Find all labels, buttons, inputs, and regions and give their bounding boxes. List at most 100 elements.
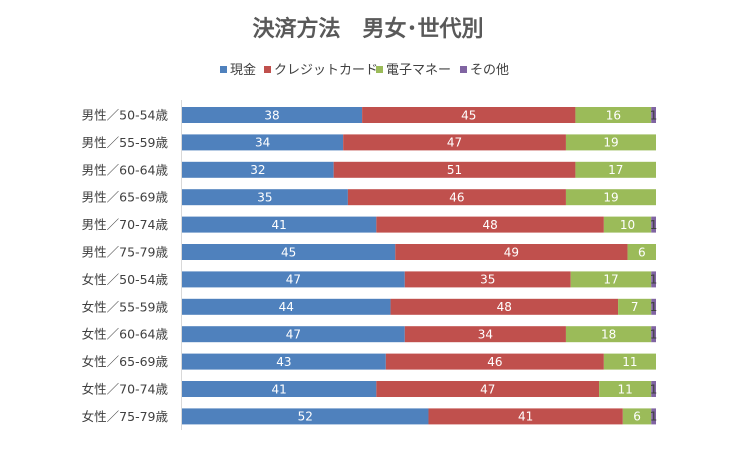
bar-segment [343, 134, 566, 151]
bar-segment [376, 216, 604, 233]
bar-segment [182, 189, 348, 206]
data-label: 35 [257, 191, 272, 205]
bar-row: 47 35 17 1 [182, 271, 658, 288]
data-label: 18 [601, 328, 616, 342]
bar-segment [651, 216, 656, 233]
bar-segment [565, 326, 652, 343]
category-label: 女性／60-64歳 [82, 327, 169, 342]
bar-segment [182, 381, 377, 397]
bar-segment [182, 298, 391, 315]
data-label: 48 [482, 218, 497, 232]
data-label: 34 [255, 136, 270, 150]
bar-segment [651, 381, 656, 397]
data-label: 38 [264, 108, 279, 122]
data-label: 51 [447, 163, 462, 177]
category-label: 男性／55-59歳 [82, 135, 169, 150]
bar-row: 45 49 6 [182, 244, 656, 260]
data-label: 1 [650, 218, 658, 232]
legend: 現金 クレジットカード 電子マネー その他 [220, 62, 509, 78]
data-label: 11 [618, 382, 633, 396]
bar-segment [395, 244, 628, 260]
bar-segment [599, 381, 652, 397]
bar-segment [622, 408, 652, 425]
bar-segment [565, 189, 656, 206]
data-label: 11 [622, 355, 637, 369]
bar-segment [428, 408, 623, 425]
bar-segment [627, 244, 656, 260]
data-label: 46 [449, 191, 464, 205]
bar-segment [182, 107, 363, 123]
data-label: 47 [286, 273, 301, 287]
legend-swatch [376, 66, 383, 73]
legend-item: 現金 [220, 62, 256, 78]
bar-segment [182, 408, 429, 425]
data-label: 1 [650, 382, 658, 396]
legend-swatch [460, 66, 467, 73]
bar-segment [182, 353, 386, 370]
bar-segment [182, 326, 405, 343]
data-label: 6 [633, 410, 641, 424]
bar-row: 38 45 16 1 [182, 107, 657, 123]
data-label: 52 [298, 410, 313, 424]
bar-segment [651, 298, 656, 315]
data-label: 47 [480, 382, 495, 396]
bar-segment [385, 353, 604, 370]
bar-segment [565, 134, 656, 151]
bar-segment [376, 381, 600, 397]
bar-segment [347, 189, 566, 206]
data-label: 45 [461, 108, 476, 122]
bar-row: 32 51 17 [182, 161, 656, 178]
data-label: 1 [650, 300, 658, 314]
bar-row: 43 46 11 [182, 353, 656, 370]
data-label: 45 [281, 245, 296, 259]
bar-row: 35 46 19 [182, 189, 656, 206]
category-label: 男性／60-64歳 [82, 162, 169, 177]
data-label: 1 [650, 273, 658, 287]
data-label: 35 [480, 273, 495, 287]
bar-segment [603, 216, 652, 233]
category-label: 女性／65-69歳 [82, 354, 169, 369]
category-label: 男性／75-79歳 [82, 245, 169, 260]
bar-segment [651, 408, 656, 425]
bar-row: 44 48 7 1 [182, 298, 658, 315]
bar-segment [603, 353, 656, 370]
data-label: 19 [603, 136, 618, 150]
bar-segment [651, 271, 656, 288]
data-label: 10 [620, 218, 635, 232]
data-label: 48 [497, 300, 512, 314]
data-label: 19 [603, 191, 618, 205]
legend-label: 現金 [230, 62, 256, 78]
data-label: 41 [272, 218, 287, 232]
bar-segment [570, 271, 652, 288]
bar-row: 47 34 18 1 [182, 326, 657, 343]
data-label: 41 [518, 410, 533, 424]
bar-segment [333, 161, 576, 178]
data-label: 43 [276, 355, 291, 369]
data-label: 47 [286, 328, 301, 342]
bar-segment [651, 326, 656, 343]
bar-segment [575, 107, 652, 123]
data-label: 17 [608, 163, 623, 177]
category-label: 男性／70-74歳 [82, 217, 169, 232]
bar-segment [182, 271, 405, 288]
bar-segment [404, 326, 566, 343]
legend-item: クレジットカード [264, 63, 378, 78]
legend-label: 電子マネー [386, 63, 451, 78]
bar-segment [182, 216, 377, 233]
data-label: 7 [631, 300, 639, 314]
data-label: 17 [603, 273, 618, 287]
data-label: 46 [487, 355, 502, 369]
category-label: 男性／50-54歳 [82, 108, 169, 123]
legend-swatch [220, 66, 227, 73]
bar-segment [618, 298, 652, 315]
data-label: 34 [478, 328, 493, 342]
legend-label: クレジットカード [274, 63, 378, 78]
bar-segment [182, 134, 344, 151]
data-label: 41 [272, 382, 287, 396]
data-label: 49 [504, 245, 519, 259]
bar-row: 52 41 6 1 [182, 408, 657, 425]
legend-label: その他 [470, 63, 509, 78]
bar-row: 34 47 19 [182, 134, 656, 151]
bar-segment [651, 107, 656, 123]
